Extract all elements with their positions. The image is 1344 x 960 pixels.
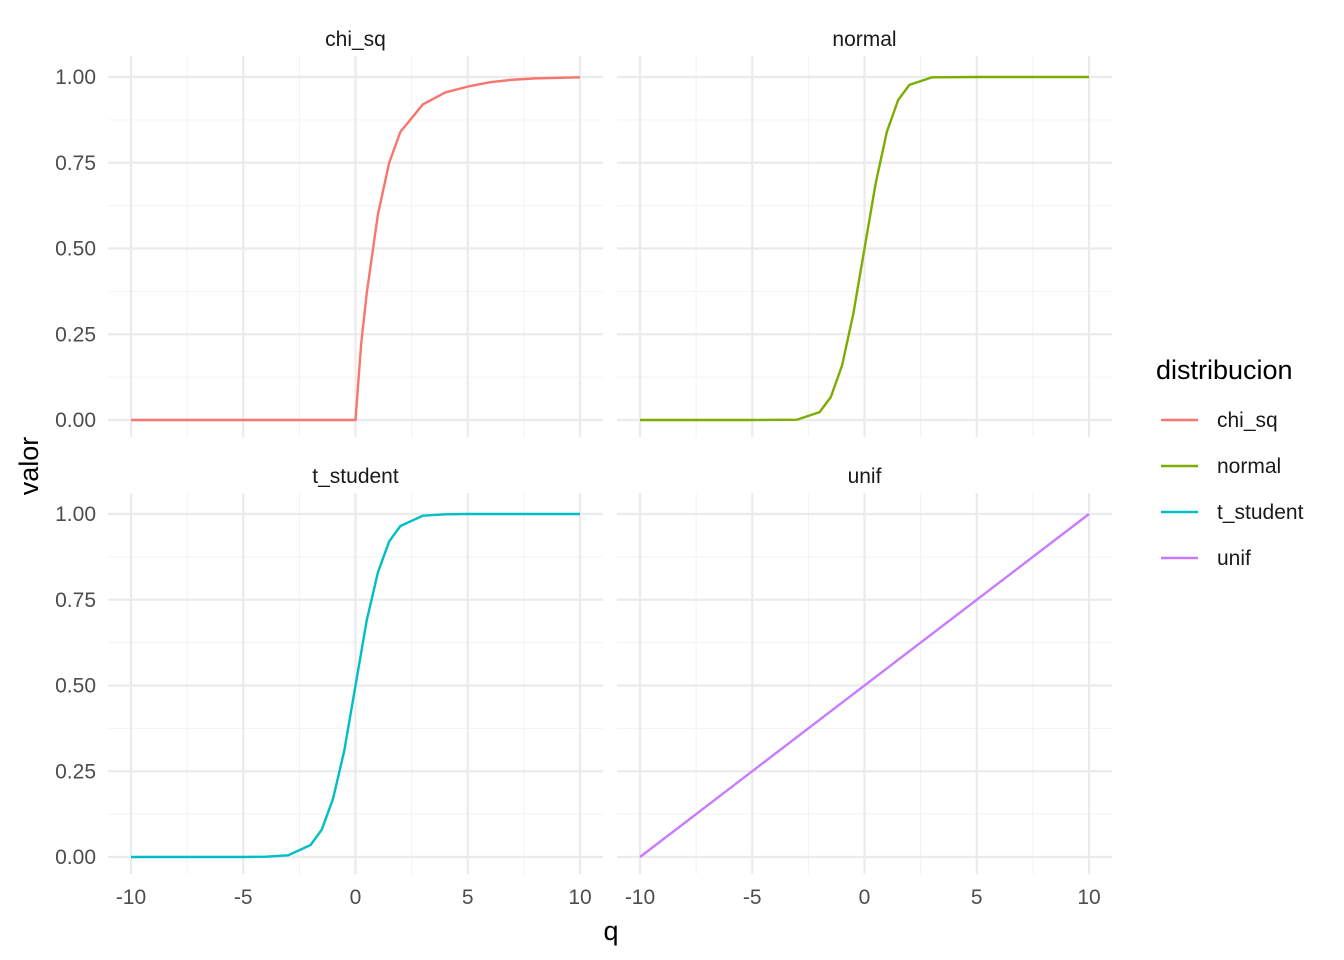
x-tick-label: 10 [1077, 886, 1100, 909]
series-line-chi_sq [131, 76, 581, 422]
series-line-normal [640, 75, 1089, 422]
panels-layer: chi_sq 0.00 0.25 0.50 0.75 1.00 normal t_studen… [55, 28, 1112, 909]
y-tick-label: 0.75 [55, 589, 96, 612]
facet-title-unif: unif [848, 465, 882, 488]
legend-item-unif: unif [1161, 547, 1251, 570]
facet-panel-unif: unif -10 -5 0 5 10 [617, 465, 1112, 909]
x-tick-label: -10 [116, 886, 146, 909]
facet-title-chi_sq: chi_sq [325, 28, 386, 51]
legend-label-unif: unif [1217, 547, 1251, 570]
series-line-t_student [131, 512, 580, 859]
y-tick-label: 0.25 [55, 323, 96, 346]
facet-panel-t_student: t_student 0.00 0.25 0.50 0.75 1.00 -10 -5 0 5 10 [55, 465, 603, 909]
y-tick-label: 0.75 [55, 152, 96, 175]
y-tick-label: 1.00 [55, 66, 96, 89]
facet-title-normal: normal [832, 28, 896, 51]
y-tick-label: 0.25 [55, 760, 96, 783]
x-tick-label: 5 [971, 886, 983, 909]
legend-label-chi_sq: chi_sq [1217, 409, 1278, 432]
series-line-unif [639, 513, 1090, 858]
x-tick-label: 0 [859, 886, 871, 909]
legend-label-t_student: t_student [1217, 501, 1304, 524]
x-axis-title: q [603, 916, 618, 946]
x-tick-label: 0 [350, 886, 362, 909]
legend-item-normal: normal [1161, 455, 1281, 478]
x-tick-label: 5 [462, 886, 474, 909]
facet-panel-chi_sq: chi_sq 0.00 0.25 0.50 0.75 1.00 [55, 28, 603, 437]
y-tick-label: 0.00 [55, 409, 96, 432]
y-tick-label: 0.50 [55, 675, 96, 698]
y-tick-label: 0.00 [55, 846, 96, 869]
x-tick-label: -10 [625, 886, 655, 909]
legend-item-t_student: t_student [1161, 501, 1304, 524]
x-tick-label: 10 [568, 886, 591, 909]
y-axis-title: valor [14, 437, 44, 496]
y-tick-label: 0.50 [55, 238, 96, 261]
legend-item-chi_sq: chi_sq [1161, 409, 1278, 432]
x-tick-label: -5 [234, 886, 253, 909]
legend-label-normal: normal [1217, 455, 1281, 478]
facet-title-t_student: t_student [312, 465, 399, 488]
x-tick-label: -5 [743, 886, 762, 909]
legend-title: distribucion [1156, 355, 1293, 385]
y-tick-label: 1.00 [55, 503, 96, 526]
facet-panel-normal: normal [617, 28, 1112, 437]
